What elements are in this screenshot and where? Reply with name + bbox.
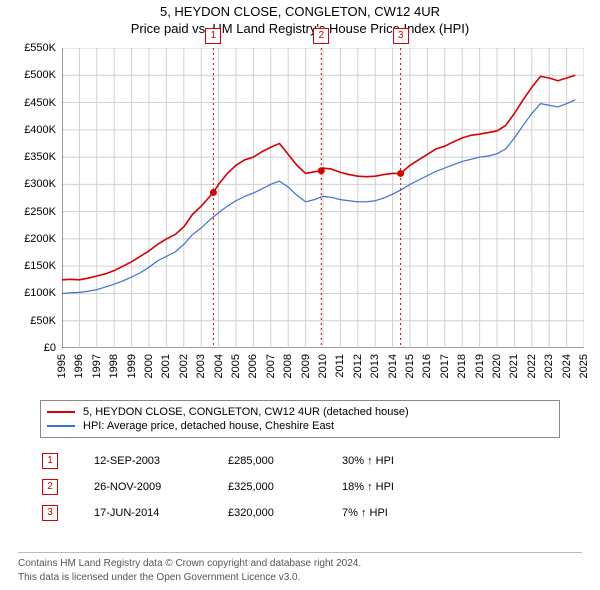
sale-row: 1 12-SEP-2003 £285,000 30% ↑ HPI bbox=[40, 448, 560, 474]
x-tick-label: 2025 bbox=[578, 354, 590, 378]
footer-line-2: This data is licensed under the Open Gov… bbox=[18, 571, 582, 585]
x-tick-label: 2006 bbox=[247, 354, 259, 378]
x-tick-label: 1998 bbox=[108, 354, 120, 378]
x-tick-label: 2003 bbox=[195, 354, 207, 378]
y-tick-label: £300K bbox=[24, 178, 56, 190]
legend: 5, HEYDON CLOSE, CONGLETON, CW12 4UR (de… bbox=[40, 400, 560, 438]
x-tick-label: 1999 bbox=[126, 354, 138, 378]
y-tick-label: £550K bbox=[24, 42, 56, 54]
sale-marker: 2 bbox=[42, 479, 58, 495]
sale-marker: 3 bbox=[393, 28, 409, 44]
x-tick-label: 2000 bbox=[143, 354, 155, 378]
x-tick-label: 1995 bbox=[56, 354, 68, 378]
y-tick-label: £400K bbox=[24, 124, 56, 136]
legend-item: 5, HEYDON CLOSE, CONGLETON, CW12 4UR (de… bbox=[47, 405, 553, 419]
x-tick-label: 2014 bbox=[387, 354, 399, 378]
x-tick-label: 2013 bbox=[369, 354, 381, 378]
x-tick-label: 2019 bbox=[474, 354, 486, 378]
x-tick-label: 2008 bbox=[282, 354, 294, 378]
page: 5, HEYDON CLOSE, CONGLETON, CW12 4UR Pri… bbox=[0, 0, 600, 590]
x-tick-label: 2001 bbox=[160, 354, 172, 378]
sale-marker: 2 bbox=[313, 28, 329, 44]
y-tick-label: £100K bbox=[24, 287, 56, 299]
y-tick-label: £0 bbox=[44, 342, 56, 354]
x-tick-label: 2022 bbox=[526, 354, 538, 378]
sale-price: £320,000 bbox=[228, 507, 318, 519]
sale-row: 2 26-NOV-2009 £325,000 18% ↑ HPI bbox=[40, 474, 560, 500]
x-tick-label: 2002 bbox=[178, 354, 190, 378]
sale-price: £285,000 bbox=[228, 455, 318, 467]
x-tick-label: 2005 bbox=[230, 354, 242, 378]
y-tick-label: £500K bbox=[24, 69, 56, 81]
legend-swatch bbox=[47, 411, 75, 413]
footer: Contains HM Land Registry data © Crown c… bbox=[18, 552, 582, 584]
sale-marker: 1 bbox=[205, 28, 221, 44]
x-tick-label: 2017 bbox=[439, 354, 451, 378]
x-tick-label: 2010 bbox=[317, 354, 329, 378]
x-tick-label: 2023 bbox=[543, 354, 555, 378]
footer-line-1: Contains HM Land Registry data © Crown c… bbox=[18, 557, 582, 571]
sale-hpi-diff: 7% ↑ HPI bbox=[342, 507, 452, 519]
y-axis: £0 £50K £100K £150K £200K £250K £300K £350K £400… bbox=[0, 42, 60, 397]
x-tick-label: 2009 bbox=[300, 354, 312, 378]
sale-price: £325,000 bbox=[228, 481, 318, 493]
sale-hpi-diff: 30% ↑ HPI bbox=[342, 455, 452, 467]
x-tick-label: 2012 bbox=[352, 354, 364, 378]
sale-row: 3 17-JUN-2014 £320,000 7% ↑ HPI bbox=[40, 500, 560, 526]
sale-marker: 1 bbox=[42, 453, 58, 469]
y-tick-label: £450K bbox=[24, 97, 56, 109]
legend-label: HPI: Average price, detached house, Ches… bbox=[83, 420, 334, 432]
x-tick-label: 1996 bbox=[73, 354, 85, 378]
x-tick-label: 2011 bbox=[334, 354, 346, 378]
x-tick-label: 2004 bbox=[213, 354, 225, 378]
legend-label: 5, HEYDON CLOSE, CONGLETON, CW12 4UR (de… bbox=[83, 406, 409, 418]
legend-item: HPI: Average price, detached house, Ches… bbox=[47, 419, 553, 433]
x-tick-label: 2016 bbox=[421, 354, 433, 378]
x-tick-label: 2024 bbox=[561, 354, 573, 378]
y-tick-label: £200K bbox=[24, 233, 56, 245]
sale-date: 26-NOV-2009 bbox=[94, 481, 204, 493]
subtitle: Price paid vs. HM Land Registry's House … bbox=[0, 21, 600, 36]
y-tick-label: £150K bbox=[24, 260, 56, 272]
legend-swatch bbox=[47, 425, 75, 427]
sale-hpi-diff: 18% ↑ HPI bbox=[342, 481, 452, 493]
x-tick-label: 2021 bbox=[508, 354, 520, 378]
y-tick-label: £50K bbox=[30, 315, 56, 327]
plot-area: 123 bbox=[62, 48, 584, 348]
sale-date: 17-JUN-2014 bbox=[94, 507, 204, 519]
y-tick-label: £350K bbox=[24, 151, 56, 163]
sales-table: 1 12-SEP-2003 £285,000 30% ↑ HPI 2 26-NOV-200… bbox=[40, 448, 560, 526]
x-tick-label: 2018 bbox=[456, 354, 468, 378]
chart: £0 £50K £100K £150K £200K £250K £300K £350K £400… bbox=[0, 42, 600, 397]
x-tick-label: 2015 bbox=[404, 354, 416, 378]
footer-divider bbox=[18, 552, 582, 553]
x-tick-label: 2007 bbox=[265, 354, 277, 378]
x-axis: 1995199619971998199920002001200220032004… bbox=[62, 352, 584, 394]
x-tick-label: 2020 bbox=[491, 354, 503, 378]
sale-marker: 3 bbox=[42, 505, 58, 521]
title: 5, HEYDON CLOSE, CONGLETON, CW12 4UR bbox=[0, 4, 600, 19]
x-tick-label: 1997 bbox=[91, 354, 103, 378]
y-tick-label: £250K bbox=[24, 206, 56, 218]
titles: 5, HEYDON CLOSE, CONGLETON, CW12 4UR Pri… bbox=[0, 0, 600, 36]
sale-date: 12-SEP-2003 bbox=[94, 455, 204, 467]
